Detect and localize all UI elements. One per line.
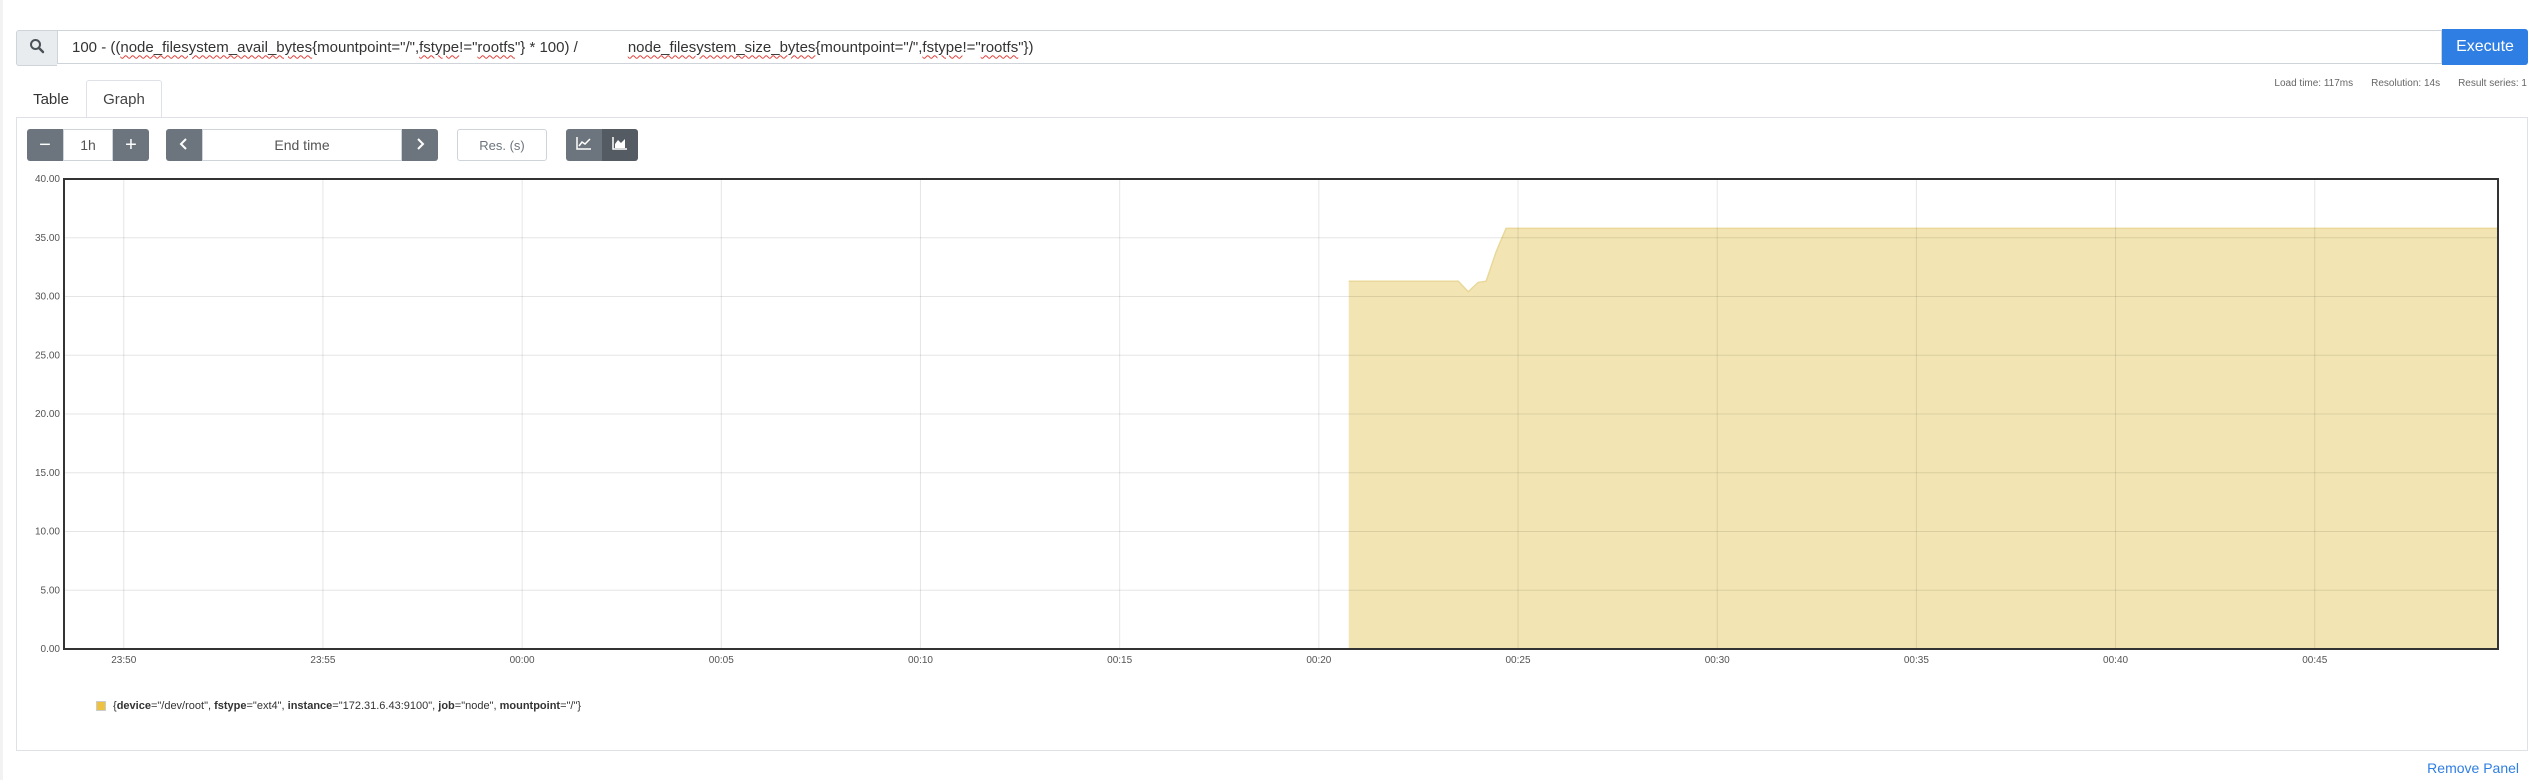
prev-time-button[interactable] [166, 129, 202, 161]
range-input[interactable]: 1h [63, 129, 113, 161]
x-tick-label: 00:40 [2103, 655, 2128, 666]
remove-panel-link[interactable]: Remove Panel [2427, 760, 2519, 776]
expression-token: {mountpoint="/", [312, 38, 420, 56]
expression-input[interactable]: 100 - ((node_filesystem_avail_bytes {moun… [57, 30, 2442, 64]
x-tick-label: 23:50 [111, 655, 136, 666]
expression-token: node_filesystem_avail_bytes [120, 38, 313, 56]
expression-token: !=" [459, 38, 478, 56]
x-tick-label: 00:20 [1306, 655, 1331, 666]
chevron-left-icon [178, 134, 190, 157]
increase-range-button[interactable]: + [113, 129, 149, 161]
plot-border [63, 178, 2499, 650]
search-addon [16, 30, 57, 66]
expression-token: rootfs [477, 38, 515, 56]
y-tick-label: 0.00 [41, 644, 61, 655]
chevron-right-icon [414, 134, 426, 157]
expression-token: rootfs [980, 38, 1019, 56]
x-tick-label: 00:45 [2302, 655, 2327, 666]
window-edge [0, 0, 3, 780]
range-control: − 1h + [27, 129, 149, 161]
expression-token: "} * 100) / [514, 38, 628, 56]
result-series-stat: Result series: 1 [2458, 78, 2527, 89]
load-time: Load time: 117ms [2274, 78, 2354, 89]
expression-token: fstype [922, 38, 963, 56]
expression-token: {mountpoint="/", [815, 38, 923, 56]
expression-token: 100 - (( [72, 38, 121, 56]
next-time-button[interactable] [402, 129, 438, 161]
end-time-control: End time [166, 129, 438, 161]
y-tick-label: 5.00 [41, 585, 61, 596]
tab-table[interactable]: Table [33, 90, 69, 108]
expression-bar: 100 - ((node_filesystem_avail_bytes {moun… [16, 29, 2528, 66]
x-tick-label: 00:15 [1107, 655, 1132, 666]
x-tick-label: 00:35 [1904, 655, 1929, 666]
x-tick-label: 00:00 [510, 655, 535, 666]
x-tick-label: 00:10 [908, 655, 933, 666]
graph-panel [16, 117, 2528, 751]
y-tick-label: 15.00 [35, 468, 60, 479]
x-tick-label: 00:25 [1506, 655, 1531, 666]
search-icon [29, 38, 45, 59]
y-tick-label: 30.00 [35, 292, 60, 303]
expression-token: node_filesystem_size_bytes [627, 38, 816, 56]
stacked-area-icon [612, 136, 628, 155]
y-tick-label: 40.00 [35, 174, 60, 185]
line-chart-button[interactable] [566, 129, 602, 161]
legend-swatch [96, 701, 106, 711]
resolution-input[interactable]: Res. (s) [457, 129, 547, 161]
series-line [1348, 227, 2498, 293]
stacked-toggle [566, 129, 638, 161]
resolution-stat: Resolution: 14s [2371, 78, 2441, 89]
expression-token: "}) [1018, 38, 1034, 56]
y-tick-label: 10.00 [35, 527, 60, 538]
decrease-range-button[interactable]: − [27, 129, 63, 161]
x-tick-label: 00:05 [709, 655, 734, 666]
y-tick-label: 35.00 [35, 233, 60, 244]
chart-legend[interactable]: {device="/dev/root", fstype="ext4", inst… [96, 700, 581, 712]
stacked-chart-button[interactable] [602, 129, 638, 161]
execute-button[interactable]: Execute [2442, 29, 2528, 65]
expression-token: fstype [419, 38, 460, 56]
view-tabs: Table Graph [16, 80, 162, 118]
tab-graph[interactable]: Graph [86, 80, 162, 118]
resolution-control: Res. (s) [457, 129, 547, 161]
query-stats: Load time: 117ms Resolution: 14s Result … [2274, 78, 2527, 89]
y-tick-label: 25.00 [35, 350, 60, 361]
y-tick-label: 20.00 [35, 409, 60, 420]
x-tick-label: 23:55 [310, 655, 335, 666]
end-time-input[interactable]: End time [202, 129, 402, 161]
x-tick-label: 00:30 [1705, 655, 1730, 666]
line-chart-icon [576, 136, 592, 155]
series-area [1348, 228, 2498, 649]
expression-token: !=" [962, 38, 981, 56]
legend-series-label: {device="/dev/root", fstype="ext4", inst… [113, 700, 582, 712]
